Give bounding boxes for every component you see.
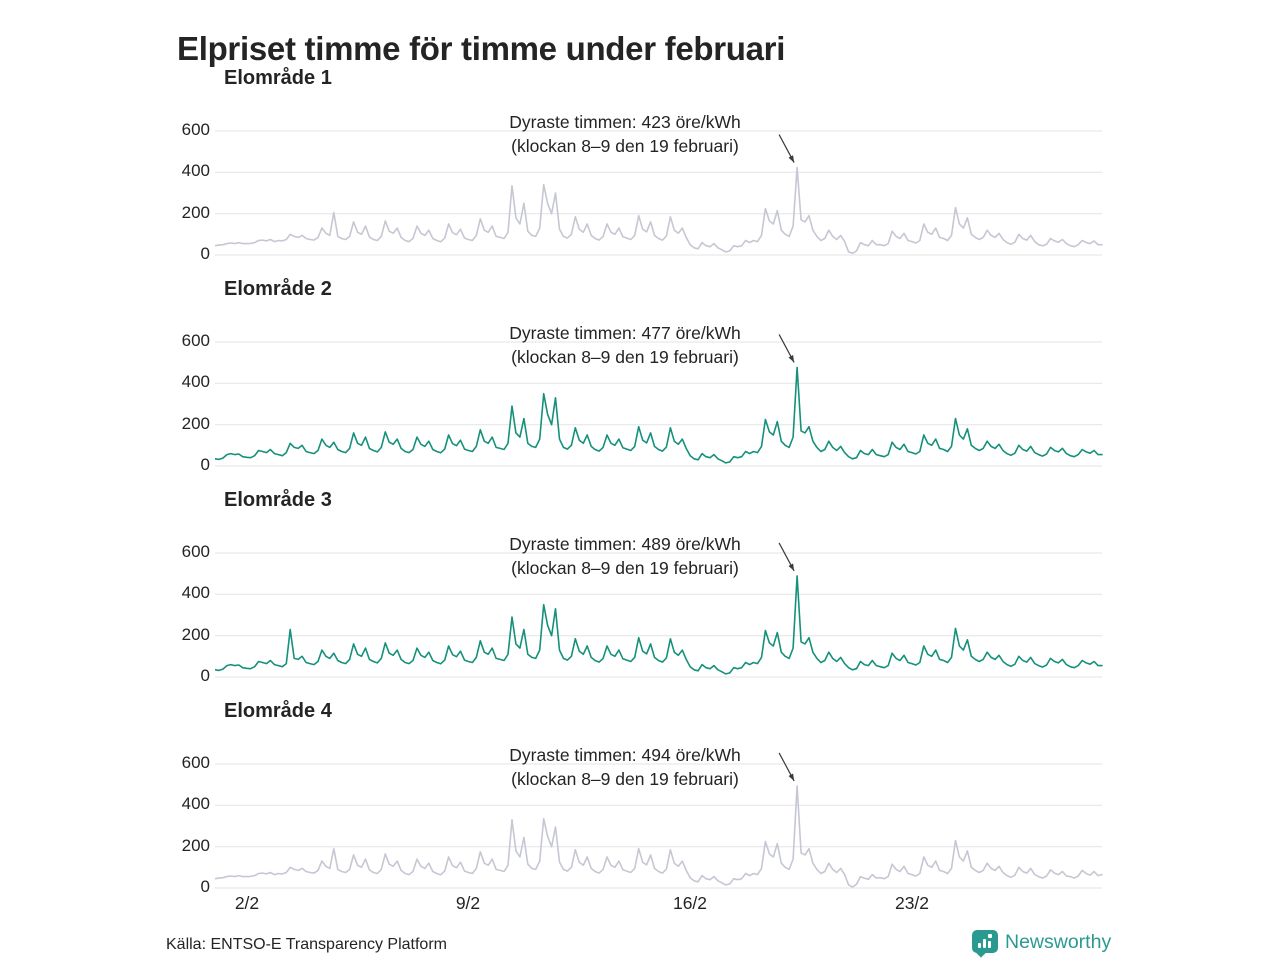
y-tick-label: 600 bbox=[181, 753, 210, 772]
source-caption: Källa: ENTSO-E Transparency Platform bbox=[166, 936, 447, 953]
y-tick-label: 0 bbox=[200, 244, 210, 263]
annotation: Dyraste timmen: 423 öre/kWh (klockan 8–9… bbox=[425, 110, 825, 158]
y-tick-label: 400 bbox=[181, 583, 210, 602]
page-title: Elpriset timme för timme under februari bbox=[177, 30, 786, 68]
x-tick-label: 2/2 bbox=[234, 893, 260, 913]
y-tick-label: 400 bbox=[181, 161, 210, 180]
newsworthy-logo-text: Newsworthy bbox=[1005, 931, 1112, 953]
panel-elomrade-3: Elområde 3 600 400 200 0 Dyraste timmen:… bbox=[0, 480, 1280, 691]
panel-elomrade-4: Elområde 4 600 400 200 0 Dyraste timmen:… bbox=[0, 691, 1280, 902]
y-tick-label: 0 bbox=[200, 455, 210, 474]
y-tick-label: 600 bbox=[181, 542, 210, 561]
y-tick-label: 0 bbox=[200, 877, 210, 896]
bar-chart-bubble-icon bbox=[972, 930, 998, 958]
annotation-line2: (klockan 8–9 den 19 februari) bbox=[511, 769, 739, 789]
y-tick-label: 200 bbox=[181, 414, 210, 433]
y-tick-label: 200 bbox=[181, 203, 210, 222]
y-tick-label: 0 bbox=[200, 666, 210, 685]
annotation: Dyraste timmen: 477 öre/kWh (klockan 8–9… bbox=[425, 321, 825, 369]
x-tick-label: 16/2 bbox=[672, 893, 708, 913]
annotation-line1: Dyraste timmen: 423 öre/kWh bbox=[509, 112, 741, 132]
price-line bbox=[215, 166, 1103, 255]
price-line bbox=[215, 366, 1103, 464]
panel-elomrade-2: Elområde 2 600 400 200 0 Dyraste timmen:… bbox=[0, 269, 1280, 480]
x-tick-label: 23/2 bbox=[894, 893, 930, 913]
y-tick-label: 600 bbox=[181, 331, 210, 350]
annotation-arrowhead bbox=[788, 355, 795, 363]
price-line bbox=[215, 785, 1103, 888]
annotation: Dyraste timmen: 489 öre/kWh (klockan 8–9… bbox=[425, 532, 825, 580]
line-chart bbox=[215, 334, 1103, 467]
annotation-arrowhead bbox=[788, 563, 795, 571]
annotation-line2: (klockan 8–9 den 19 februari) bbox=[511, 136, 739, 156]
annotation-line2: (klockan 8–9 den 19 februari) bbox=[511, 558, 739, 578]
panel-title: Elområde 3 bbox=[224, 489, 332, 511]
line-chart bbox=[215, 130, 1103, 256]
annotation-line2: (klockan 8–9 den 19 februari) bbox=[511, 347, 739, 367]
x-tick-label: 9/2 bbox=[455, 893, 481, 913]
panel-elomrade-1: Elområde 1 600 400 200 0 Dyraste timmen:… bbox=[0, 58, 1280, 269]
panel-title: Elområde 1 bbox=[224, 67, 332, 89]
x-axis: 2/2 9/2 16/2 23/2 bbox=[0, 893, 1280, 917]
annotation-arrowhead bbox=[788, 773, 795, 781]
y-tick-label: 600 bbox=[181, 120, 210, 139]
annotation-line1: Dyraste timmen: 494 öre/kWh bbox=[509, 745, 741, 765]
line-chart bbox=[215, 542, 1103, 678]
y-tick-label: 400 bbox=[181, 372, 210, 391]
y-tick-label: 200 bbox=[181, 625, 210, 644]
annotation: Dyraste timmen: 494 öre/kWh (klockan 8–9… bbox=[425, 743, 825, 791]
annotation-line1: Dyraste timmen: 477 öre/kWh bbox=[509, 323, 741, 343]
annotation-line1: Dyraste timmen: 489 öre/kWh bbox=[509, 534, 741, 554]
panel-title: Elområde 4 bbox=[224, 700, 332, 722]
line-chart bbox=[215, 752, 1103, 889]
price-line bbox=[215, 575, 1103, 675]
panel-title: Elområde 2 bbox=[224, 278, 332, 300]
y-tick-label: 200 bbox=[181, 836, 210, 855]
y-tick-label: 400 bbox=[181, 794, 210, 813]
annotation-arrowhead bbox=[788, 155, 795, 163]
